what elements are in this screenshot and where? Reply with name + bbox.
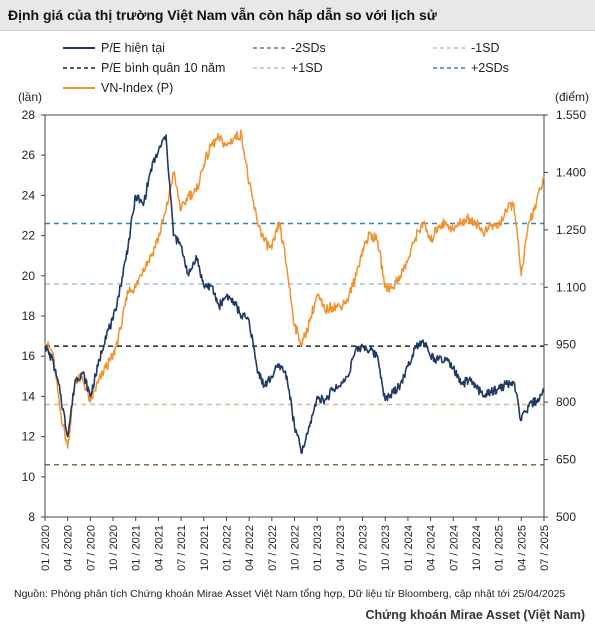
x-tick-label: 01 / 2025 [494,525,506,571]
y-right-tick-label: 1.100 [556,280,586,294]
source-note: Nguồn: Phòng phân tích Chứng khoán Mirae… [14,588,566,600]
x-tick-label: 04 / 2021 [153,525,165,571]
x-tick-label: 04 / 2025 [516,525,528,571]
x-tick-label: 04 / 2020 [63,525,75,571]
x-tick-label: 07 / 2022 [267,525,279,571]
plot-frame [44,114,545,518]
y-left-tick-label: 16 [22,349,36,363]
x-tick-label: 10 / 2021 [199,525,211,571]
series-layer [44,129,545,455]
y-right-tick-label: 500 [556,510,576,524]
y-right-tick-label: 1.250 [556,223,586,237]
x-tick-label: 07 / 2021 [176,525,188,571]
x-tick-label: 04 / 2024 [426,525,438,571]
x-tick-label: 10 / 2024 [471,525,483,571]
chart: 8 10 12 14 16 18 20 22 24 26 28 500 650 800 950 1.100 1.… [18,41,589,571]
y-right-tick-label: 650 [556,453,576,467]
y-left-tick-label: 28 [22,108,36,122]
x-tick-label: 04 / 2022 [244,525,256,571]
legend-label-mean: P/E bình quân 10 năm [101,61,225,75]
legend-label-pe: P/E hiện tại [101,41,165,55]
legend-label-sd2_plus: +2SDs [471,61,509,75]
legend-label-sd2_minus: -2SDs [291,41,326,55]
x-tick-label: 07 / 2020 [85,525,97,571]
x-tick-label: 01 / 2024 [403,525,415,571]
y-left-tick-label: 26 [22,148,36,162]
x-tick-label: 01 / 2022 [221,525,233,571]
axes: 8 10 12 14 16 18 20 22 24 26 28 500 650 800 950 1.100 1.… [18,90,589,571]
x-tick-label: 01 / 2023 [312,525,324,571]
x-tick-label: 07 / 2023 [358,525,370,571]
title-bar: Định giá của thị trường Việt Nam vẫn còn… [0,0,595,31]
y-right-tick-label: 800 [556,395,576,409]
y-right-unit-label: (điểm) [555,90,589,104]
legend-label-sd1_plus: +1SD [291,61,323,75]
y-left-tick-label: 8 [28,510,35,524]
x-tick-label: 10 / 2020 [108,525,120,571]
reference-lines [45,222,544,466]
x-tick-label: 07 / 2024 [448,525,460,571]
y-left-tick-label: 20 [22,269,36,283]
chart-title: Định giá của thị trường Việt Nam vẫn còn… [8,7,437,23]
series-line-vn-index [44,129,545,449]
y-right-tick-label: 1.400 [556,165,586,179]
y-left-tick-label: 22 [22,229,36,243]
y-left-tick-label: 14 [22,389,36,403]
y-left-tick-label: 18 [22,309,36,323]
y-right-tick-label: 1.550 [556,108,586,122]
legend: P/E hiện tại -2SDs -1SD P/E bình quân 10 nă… [63,41,509,95]
series-line-pe [44,134,545,455]
x-tick-label: 04 / 2023 [335,525,347,571]
x-tick-label: 07 / 2025 [539,525,551,571]
y-left-tick-label: 24 [22,188,36,202]
x-tick-label: 10 / 2023 [380,525,392,571]
x-tick-label: 10 / 2022 [290,525,302,571]
legend-label-vnindex: VN-Index (P) [101,81,173,95]
y-left-tick-label: 10 [22,470,36,484]
y-left-unit-label: (lần) [18,90,42,104]
y-right-tick-label: 950 [556,338,576,352]
legend-label-sd1_minus: -1SD [471,41,499,55]
x-tick-label: 01 / 2021 [131,525,143,571]
company-name: Chứng khoán Mirae Asset (Việt Nam) [365,608,585,622]
x-tick-label: 01 / 2020 [40,525,52,571]
y-left-tick-label: 12 [22,430,36,444]
